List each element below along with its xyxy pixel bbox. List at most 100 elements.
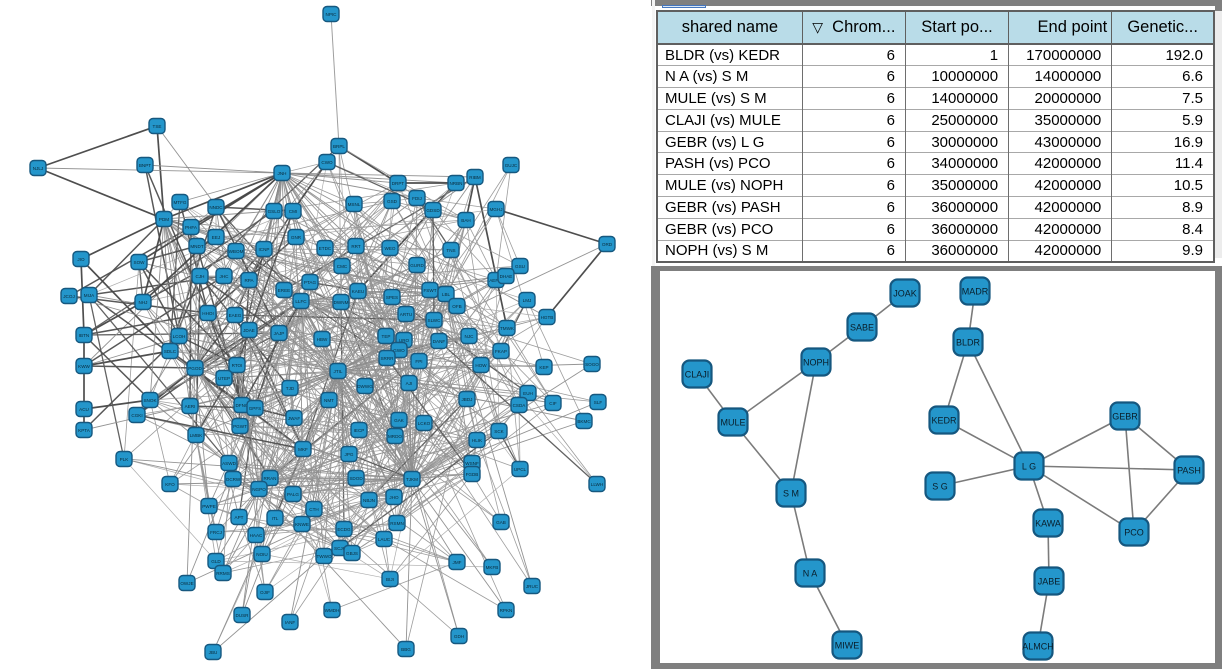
svg-text:GURD: GURD [410,263,424,268]
svg-text:NJC: NJC [465,334,475,339]
svg-text:GPFS: GPFS [249,406,262,411]
svg-text:NHJ: NHJ [139,300,148,305]
svg-text:JBU: JBU [209,650,218,655]
svg-text:GSU: GSU [515,264,525,269]
svg-text:BKMC: BKMC [577,419,591,424]
svg-text:OFB: OFB [452,304,461,309]
svg-text:BBG: BBG [401,647,411,652]
svg-text:JDAE: JDAE [243,328,255,333]
svg-text:OCRW: OCRW [226,477,241,482]
svg-text:GSLO: GSLO [268,209,281,214]
svg-text:GDSD: GDSD [426,208,440,213]
svg-text:FDIJ: FDIJ [412,196,422,201]
svg-text:GBJS: GBJS [346,551,358,556]
svg-text:JWAF: JWAF [288,416,301,421]
svg-text:DHAE: DHAE [500,274,513,279]
svg-text:HGTB: HGTB [541,315,554,320]
svg-text:ICNP: ICNP [259,247,270,252]
svg-text:ORD: ORD [602,242,613,247]
svg-text:BLDR: BLDR [956,337,981,347]
svg-text:TNS: TNS [446,248,455,253]
svg-text:CLAJI: CLAJI [685,369,710,379]
svg-text:KNWE: KNWE [295,522,309,527]
svg-text:DWWG: DWWG [357,384,373,389]
svg-text:TJKM: TJKM [406,477,418,482]
svg-text:CMI: CMI [289,209,297,214]
svg-text:LBL: LBL [442,292,451,297]
svg-text:LLFC: LLFC [295,299,307,304]
svg-text:SCJC: SCJC [334,546,347,551]
svg-text:TEP: TEP [382,334,391,339]
svg-text:JCOJ: JCOJ [63,294,74,299]
svg-text:JMF: JMF [453,560,462,565]
svg-text:KAEU: KAEU [352,289,365,294]
svg-text:JABE: JABE [1038,576,1061,586]
svg-text:KWW: KWW [78,364,90,369]
svg-text:BRPL: BRPL [333,144,345,149]
svg-text:MTFG: MTFG [173,200,186,205]
svg-text:NGPO: NGPO [252,487,266,492]
svg-text:SLWC: SLWC [428,318,442,323]
svg-text:CWO: CWO [321,160,333,165]
svg-text:MGHJ: MGHJ [489,207,502,212]
svg-text:EREE: EREE [278,288,291,293]
svg-text:MIWE: MIWE [835,640,860,650]
svg-text:AEPW: AEPW [489,278,503,283]
svg-text:LAUC: LAUC [378,537,391,542]
svg-text:PCO: PCO [1124,527,1144,537]
svg-text:SPES: SPES [386,295,398,300]
svg-text:NNDC: NNDC [209,205,223,210]
svg-text:JRUC: JRUC [526,584,539,589]
svg-text:SOW: SOW [134,260,146,265]
svg-text:KEP: KEP [539,365,548,370]
svg-text:PGWT: PGWT [233,424,247,429]
svg-text:RSMN: RSMN [390,521,404,526]
svg-text:RRT: RRT [351,244,361,249]
svg-text:SABE: SABE [850,322,874,332]
svg-text:GNR: GNR [291,235,302,240]
svg-text:NOPH: NOPH [803,357,829,367]
svg-text:NJLJ: NJLJ [33,166,43,171]
svg-text:LMJ: LMJ [523,298,532,303]
svg-text:APT: APT [235,515,244,520]
svg-text:LLWH: LLWH [591,482,603,487]
svg-text:GEBR: GEBR [1112,411,1138,421]
svg-text:RPA: RPA [244,278,254,283]
svg-text:ARTU: ARTU [400,312,412,317]
svg-text:HHOI: HHOI [202,311,213,316]
svg-text:CIF: CIF [549,401,557,406]
svg-text:DANF: DANF [433,339,446,344]
svg-text:GAB: GAB [496,520,506,525]
svg-text:DFNG: DFNG [235,403,248,408]
svg-text:NOIU: NOIU [256,552,267,557]
svg-text:RRMS: RRMS [216,571,230,576]
svg-text:AJI: AJI [406,381,413,386]
svg-text:RTOI: RTOI [232,363,243,368]
svg-text:KEDR: KEDR [931,415,957,425]
svg-text:PTAG: PTAG [304,280,317,285]
svg-text:DUSR: DUSR [235,613,249,618]
svg-text:LCKO: LCKO [418,421,431,426]
svg-text:MIJA: MIJA [84,293,95,298]
svg-text:OWJE: OWJE [180,581,193,586]
svg-text:CTH: CTH [309,507,318,512]
svg-text:ALMCH: ALMCH [1022,641,1054,651]
svg-text:MRDO: MRDO [388,434,402,439]
svg-text:NPIC: NPIC [326,12,338,17]
svg-text:PGOD: PGOD [188,366,202,371]
svg-text:NRBN: NRBN [449,181,462,186]
svg-text:OJIF: OJIF [260,590,270,595]
svg-text:MADR: MADR [962,286,989,296]
svg-text:KAWA: KAWA [1035,518,1061,528]
svg-text:MSNL: MSNL [348,202,361,207]
svg-text:IBTN: IBTN [79,333,89,338]
svg-text:L G: L G [1022,461,1036,471]
svg-text:GDH: GDH [454,634,464,639]
svg-text:IANF: IANF [285,620,296,625]
svg-text:SOGO: SOGO [585,362,599,367]
svg-text:HLIK: HLIK [472,438,483,443]
svg-text:URO: URO [399,338,410,343]
svg-text:JHC: JHC [220,274,230,279]
svg-text:DRPT: DRPT [392,181,405,186]
svg-text:ETDC: ETDC [319,246,332,251]
